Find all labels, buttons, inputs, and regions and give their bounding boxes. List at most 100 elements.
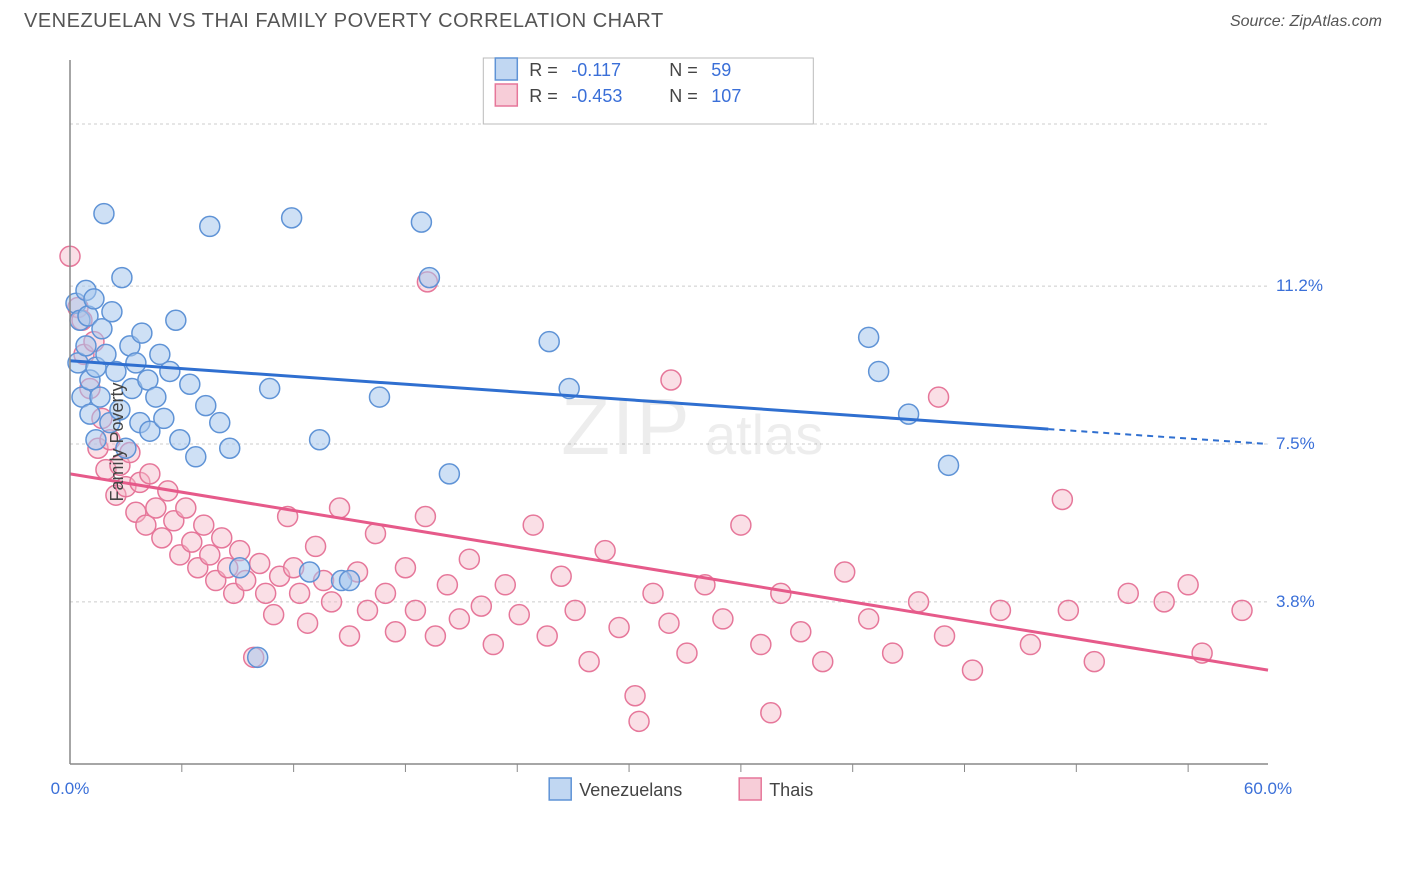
venezuelans-point bbox=[196, 396, 216, 416]
venezuelans-point bbox=[859, 327, 879, 347]
thais-point bbox=[1154, 592, 1174, 612]
thais-point bbox=[595, 541, 615, 561]
thais-point bbox=[609, 617, 629, 637]
legend-r-label: R = bbox=[529, 60, 558, 80]
thais-point bbox=[771, 583, 791, 603]
thais-point bbox=[425, 626, 445, 646]
thais-point bbox=[340, 626, 360, 646]
legend-n-label: N = bbox=[669, 60, 698, 80]
thais-point bbox=[415, 507, 435, 527]
venezuelans-point bbox=[539, 332, 559, 352]
venezuelans-point bbox=[939, 455, 959, 475]
y-tick-label: 3.8% bbox=[1276, 592, 1315, 611]
thais-point bbox=[751, 635, 771, 655]
thais-point bbox=[1058, 600, 1078, 620]
thais-point bbox=[176, 498, 196, 518]
thais-point bbox=[659, 613, 679, 633]
thais-point bbox=[365, 524, 385, 544]
thais-point bbox=[1052, 489, 1072, 509]
legend-n-value: 107 bbox=[711, 86, 741, 106]
thais-point bbox=[322, 592, 342, 612]
x-tick-label: 0.0% bbox=[51, 779, 90, 798]
thais-point bbox=[330, 498, 350, 518]
venezuelans-point bbox=[248, 647, 268, 667]
legend-swatch bbox=[495, 84, 517, 106]
correlation-chart: 3.8%7.5%11.2%ZIPatlas0.0%60.0%R =-0.117N… bbox=[50, 52, 1338, 820]
thais-point bbox=[256, 583, 276, 603]
thais-point bbox=[495, 575, 515, 595]
thais-point bbox=[200, 545, 220, 565]
y-tick-label: 11.2% bbox=[1276, 276, 1323, 295]
thais-point bbox=[1178, 575, 1198, 595]
venezuelans-point bbox=[439, 464, 459, 484]
venezuelans-point bbox=[869, 361, 889, 381]
thais-point bbox=[250, 553, 270, 573]
thais-point bbox=[731, 515, 751, 535]
thais-point bbox=[212, 528, 232, 548]
venezuelans-point bbox=[180, 374, 200, 394]
venezuelans-point bbox=[94, 204, 114, 224]
series-legend-swatch bbox=[739, 778, 761, 800]
venezuelans-point bbox=[340, 571, 360, 591]
thais-point bbox=[290, 583, 310, 603]
thais-point bbox=[459, 549, 479, 569]
thais-point bbox=[935, 626, 955, 646]
venezuelans-point bbox=[112, 268, 132, 288]
venezuelans-point bbox=[369, 387, 389, 407]
thais-point bbox=[182, 532, 202, 552]
thais-point bbox=[551, 566, 571, 586]
y-tick-label: 7.5% bbox=[1276, 434, 1315, 453]
venezuelans-point bbox=[419, 268, 439, 288]
chart-title: VENEZUELAN VS THAI FAMILY POVERTY CORREL… bbox=[24, 10, 664, 33]
thais-point bbox=[152, 528, 172, 548]
legend-n-label: N = bbox=[669, 86, 698, 106]
thais-point bbox=[537, 626, 557, 646]
venezuelans-point bbox=[230, 558, 250, 578]
venezuelans-point bbox=[76, 336, 96, 356]
thais-point bbox=[375, 583, 395, 603]
thais-point bbox=[385, 622, 405, 642]
venezuelans-point bbox=[166, 310, 186, 330]
venezuelans-point bbox=[282, 208, 302, 228]
thais-point bbox=[405, 600, 425, 620]
venezuelans-point bbox=[210, 413, 230, 433]
thais-point bbox=[661, 370, 681, 390]
thais-point bbox=[264, 605, 284, 625]
venezuelans-point bbox=[300, 562, 320, 582]
thais-point bbox=[909, 592, 929, 612]
chart-source: Source: ZipAtlas.com bbox=[1230, 13, 1382, 31]
thais-point bbox=[509, 605, 529, 625]
venezuelans-point bbox=[86, 430, 106, 450]
thais-point bbox=[1084, 652, 1104, 672]
thais-point bbox=[761, 703, 781, 723]
thais-point bbox=[1020, 635, 1040, 655]
thais-point bbox=[298, 613, 318, 633]
thais-point bbox=[625, 686, 645, 706]
thais-point bbox=[306, 536, 326, 556]
venezuelans-point bbox=[310, 430, 330, 450]
thais-point bbox=[471, 596, 491, 616]
thais-point bbox=[194, 515, 214, 535]
venezuelans-point bbox=[260, 379, 280, 399]
thais-point bbox=[358, 600, 378, 620]
thais-point bbox=[1118, 583, 1138, 603]
venezuelans-point bbox=[154, 408, 174, 428]
venezuelans-point bbox=[84, 289, 104, 309]
venezuelans-trend-extension bbox=[1048, 429, 1268, 444]
legend-n-value: 59 bbox=[711, 60, 731, 80]
thais-point bbox=[483, 635, 503, 655]
venezuelans-point bbox=[146, 387, 166, 407]
thais-point bbox=[643, 583, 663, 603]
source-prefix: Source: bbox=[1230, 13, 1290, 30]
source-name: ZipAtlas.com bbox=[1290, 13, 1382, 30]
venezuelans-point bbox=[186, 447, 206, 467]
venezuelans-point bbox=[160, 361, 180, 381]
venezuelans-point bbox=[170, 430, 190, 450]
thais-point bbox=[713, 609, 733, 629]
series-legend-label: Venezuelans bbox=[579, 780, 682, 800]
legend-r-value: -0.453 bbox=[571, 86, 622, 106]
thais-point bbox=[859, 609, 879, 629]
thais-point bbox=[883, 643, 903, 663]
venezuelans-point bbox=[200, 216, 220, 236]
venezuelans-point bbox=[132, 323, 152, 343]
